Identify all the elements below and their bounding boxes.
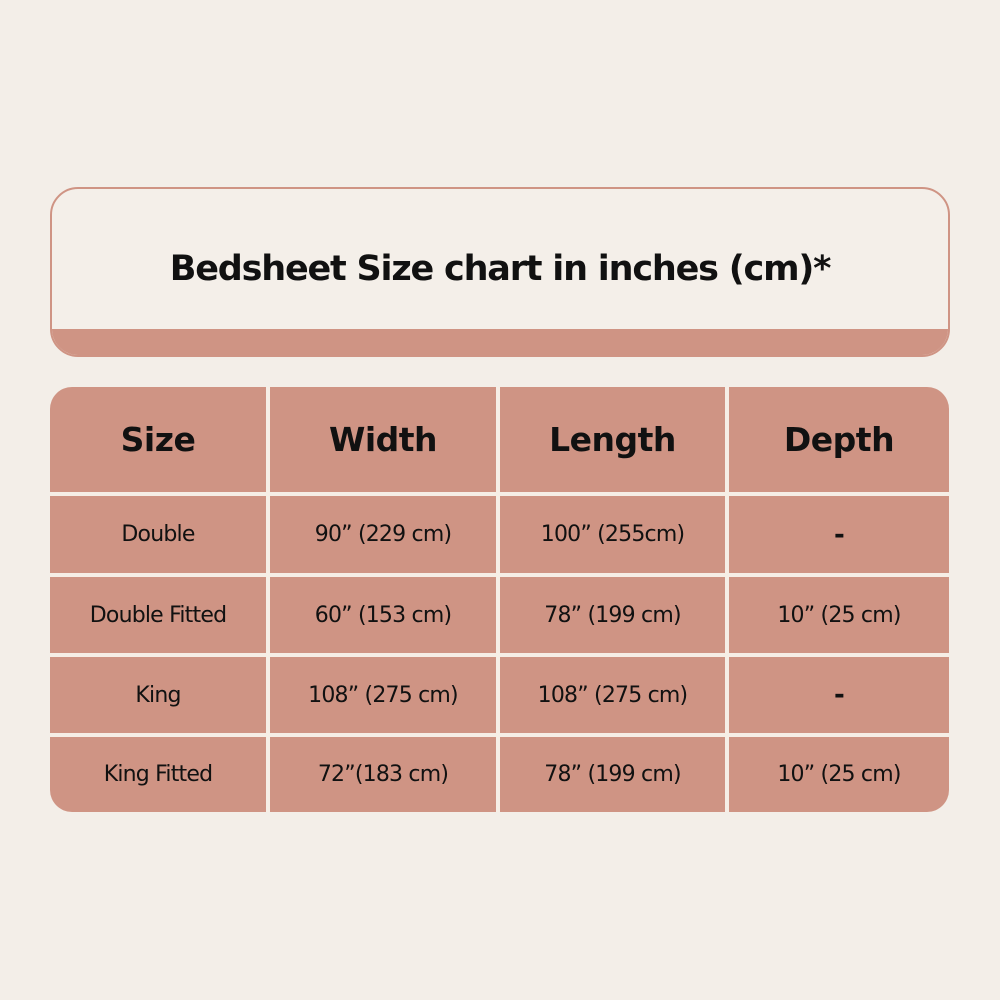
cell-depth: 10” (25 cm) bbox=[729, 577, 949, 653]
cell-length: 108” (275 cm) bbox=[500, 657, 725, 733]
header-size: Size bbox=[50, 387, 266, 492]
cell-size: King bbox=[50, 657, 266, 733]
cell-size: Double bbox=[50, 496, 266, 573]
cell-size: Double Fitted bbox=[50, 577, 266, 653]
cell-depth: - bbox=[729, 657, 949, 733]
cell-width: 108” (275 cm) bbox=[270, 657, 496, 733]
header-length: Length bbox=[500, 387, 725, 492]
header-depth: Depth bbox=[729, 387, 949, 492]
cell-width: 60” (153 cm) bbox=[270, 577, 496, 653]
cell-width: 72”(183 cm) bbox=[270, 737, 496, 812]
cell-width: 90” (229 cm) bbox=[270, 496, 496, 573]
cell-size: King Fitted bbox=[50, 737, 266, 812]
cell-length: 100” (255cm) bbox=[500, 496, 725, 573]
title-accent-band bbox=[52, 329, 948, 355]
page-title: Bedsheet Size chart in inches (cm)* bbox=[169, 249, 832, 289]
header-width: Width bbox=[270, 387, 496, 492]
title-banner: Bedsheet Size chart in inches (cm)* bbox=[50, 187, 950, 357]
cell-length: 78” (199 cm) bbox=[500, 577, 725, 653]
cell-depth: - bbox=[729, 496, 949, 573]
cell-depth: 10” (25 cm) bbox=[729, 737, 949, 812]
cell-length: 78” (199 cm) bbox=[500, 737, 725, 812]
size-table: Size Width Length Depth Double 90” (229 … bbox=[50, 387, 949, 812]
